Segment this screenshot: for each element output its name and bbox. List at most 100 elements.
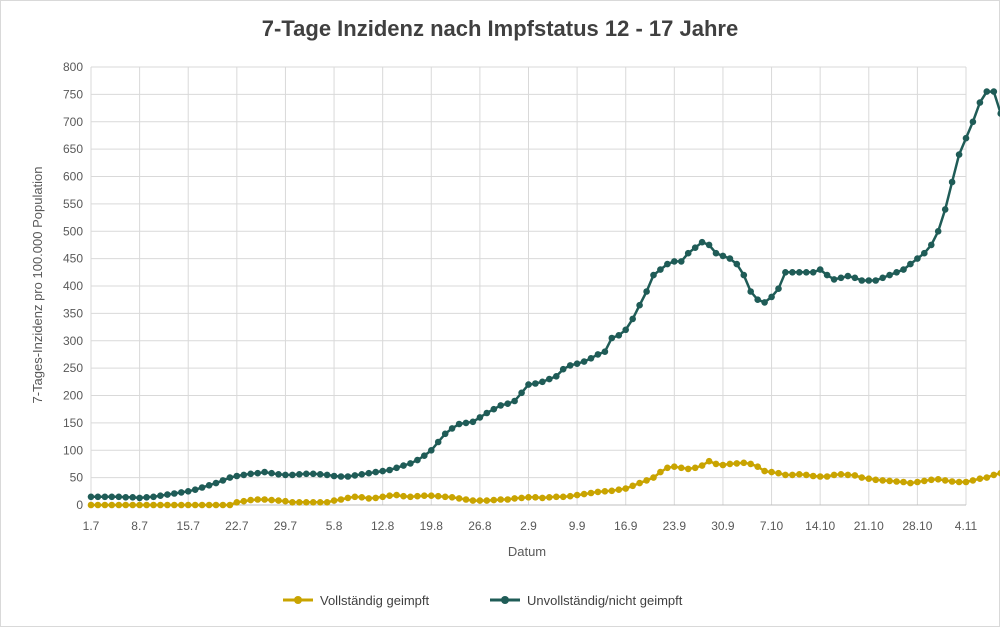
data-point xyxy=(240,471,248,479)
data-point xyxy=(990,88,998,95)
data-point xyxy=(553,493,560,501)
y-tick-label: 350 xyxy=(63,306,83,320)
y-tick-label: 650 xyxy=(63,142,83,156)
data-point xyxy=(504,496,512,503)
data-point xyxy=(414,456,421,464)
data-point xyxy=(303,499,310,506)
data-point xyxy=(664,260,671,268)
y-tick-label: 100 xyxy=(63,443,83,457)
data-point xyxy=(219,477,227,484)
data-point xyxy=(337,496,345,503)
data-point xyxy=(191,486,199,494)
data-point xyxy=(851,274,859,282)
data-point xyxy=(928,241,935,249)
data-point xyxy=(490,496,498,504)
x-tick-label: 2.9 xyxy=(520,519,537,533)
data-point xyxy=(657,266,664,273)
data-point xyxy=(198,484,206,491)
data-point xyxy=(122,501,129,509)
data-point xyxy=(546,375,553,383)
data-point xyxy=(580,490,588,498)
y-tick-label: 700 xyxy=(63,115,83,129)
legend-dot-vollstaendig xyxy=(294,596,302,604)
data-point xyxy=(379,493,387,501)
data-point xyxy=(275,497,282,504)
x-tick-label: 12.8 xyxy=(371,519,395,533)
data-point xyxy=(337,473,345,480)
data-point xyxy=(94,501,102,509)
data-point xyxy=(990,471,998,479)
data-point xyxy=(886,477,893,485)
data-point xyxy=(330,472,338,480)
data-point xyxy=(837,274,845,282)
data-point xyxy=(928,476,935,484)
data-point xyxy=(921,477,928,485)
data-point xyxy=(636,479,643,487)
data-point xyxy=(941,206,949,213)
y-tick-label: 50 xyxy=(70,471,84,485)
x-tick-label: 23.9 xyxy=(663,519,687,533)
data-point xyxy=(434,492,442,500)
data-point xyxy=(705,241,713,249)
data-point xyxy=(122,494,129,501)
data-point xyxy=(164,501,171,509)
data-point xyxy=(87,493,95,501)
data-point xyxy=(330,497,338,504)
y-tick-labels: 0 50 100 150 200 250 300 350 400 450 500 550 600 650 7… xyxy=(63,60,83,512)
data-point xyxy=(171,501,178,509)
data-point xyxy=(421,452,428,460)
data-point xyxy=(184,501,192,509)
data-point xyxy=(428,447,435,454)
data-point xyxy=(365,469,373,477)
data-point xyxy=(976,99,984,106)
data-point xyxy=(469,497,477,504)
data-point xyxy=(907,479,914,487)
data-point xyxy=(386,466,393,474)
data-point xyxy=(636,301,643,309)
data-point xyxy=(553,373,560,380)
data-point xyxy=(622,326,629,334)
data-point xyxy=(136,501,143,509)
data-point xyxy=(212,479,220,487)
data-point xyxy=(733,460,741,467)
data-point xyxy=(629,482,636,490)
x-axis-title: Datum xyxy=(508,544,546,559)
data-point xyxy=(261,496,268,503)
data-point xyxy=(796,269,803,276)
data-point xyxy=(969,118,977,126)
data-point xyxy=(372,468,380,476)
data-point xyxy=(816,473,824,480)
data-point xyxy=(580,358,588,365)
data-point xyxy=(726,255,734,262)
data-point xyxy=(719,252,727,260)
data-point xyxy=(101,501,109,509)
data-point xyxy=(546,494,553,501)
data-point xyxy=(483,497,491,504)
data-point xyxy=(872,277,879,284)
data-point xyxy=(483,409,491,417)
data-point xyxy=(518,494,525,502)
data-point xyxy=(323,471,331,479)
data-point xyxy=(407,493,414,501)
data-point xyxy=(261,468,268,476)
data-point xyxy=(948,478,956,485)
y-tick-label: 500 xyxy=(63,224,83,238)
data-point xyxy=(372,494,380,502)
data-point xyxy=(504,400,512,408)
data-point xyxy=(837,471,845,478)
data-point xyxy=(712,249,720,257)
data-point xyxy=(671,463,678,471)
data-point xyxy=(393,464,400,472)
data-point xyxy=(379,467,387,475)
x-tick-label: 14.10 xyxy=(805,519,835,533)
data-point xyxy=(761,299,768,306)
data-point xyxy=(428,492,435,500)
x-tick-label: 21.10 xyxy=(854,519,884,533)
data-point xyxy=(608,487,616,495)
data-point xyxy=(893,269,900,276)
data-point xyxy=(289,471,296,479)
data-point xyxy=(823,271,831,279)
data-point xyxy=(789,471,796,479)
data-point xyxy=(525,381,532,388)
